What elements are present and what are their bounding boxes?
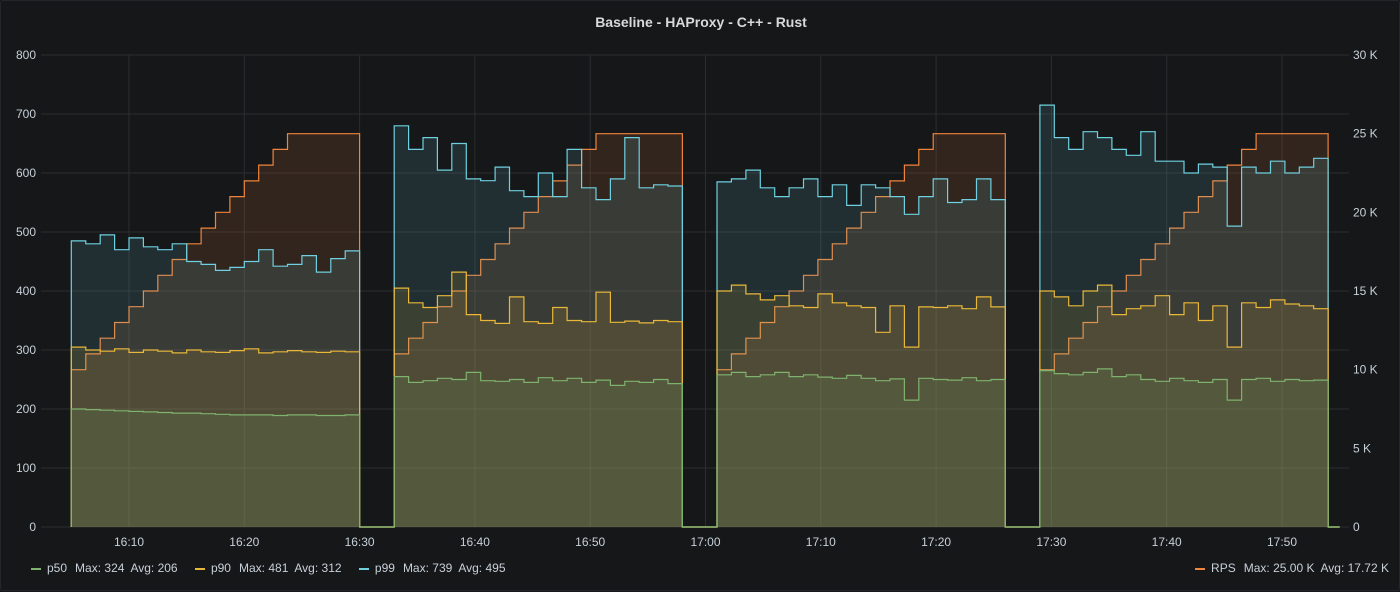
legend-avg-label: Avg:	[294, 561, 319, 575]
legend-max-value: 739	[432, 561, 453, 575]
chart-title: Baseline - HAProxy - C++ - Rust	[595, 14, 807, 30]
legend-avg-label: Avg:	[130, 561, 155, 575]
legend-max-value: 324	[104, 561, 125, 575]
y-axis-left-tick-label: 200	[16, 402, 36, 416]
y-axis-right-tick-label: 20 K	[1353, 205, 1378, 219]
legend-max-label: Max:	[238, 561, 265, 575]
legend-swatch-rps	[1195, 567, 1206, 570]
y-axis-left-tick-label: 800	[16, 48, 36, 62]
legend-max-label: Max:	[75, 561, 102, 575]
legend-avg-value: 312	[321, 561, 342, 575]
x-axis-tick-label: 16:40	[460, 535, 490, 549]
legend-series-name: p90	[210, 561, 231, 575]
series-area-rps	[71, 133, 1340, 527]
x-axis-tick-label: 16:10	[114, 535, 144, 549]
y-axis-left-tick-label: 300	[16, 343, 36, 357]
y-axis-left-tick-label: 100	[16, 461, 36, 475]
x-axis-tick-label: 17:20	[921, 535, 951, 549]
x-axis-tick-label: 17:40	[1152, 535, 1182, 549]
legend-avg-label: Avg:	[458, 561, 483, 575]
x-axis-tick-label: 17:00	[690, 535, 720, 549]
legend-right: RPS Max: 25.00 K Avg: 17.72 K	[1195, 561, 1389, 575]
legend-max-label: Max:	[402, 561, 429, 575]
x-axis-tick-label: 17:10	[806, 535, 836, 549]
x-axis-tick-label: 16:30	[345, 535, 375, 549]
y-axis-right-tick-label: 0	[1353, 520, 1360, 534]
y-axis-left-tick-label: 700	[16, 107, 36, 121]
y-axis-right-tick-label: 15 K	[1353, 284, 1378, 298]
legend-item-p99[interactable]: p99 Max: 739 Avg: 495	[358, 561, 506, 575]
y-axis-left-tick-label: 400	[16, 284, 36, 298]
y-axis-left-tick-label: 600	[16, 166, 36, 180]
legend-series-name: p99	[374, 561, 395, 575]
legend-item-p50[interactable]: p50 Max: 324 Avg: 206	[31, 561, 181, 575]
legend-avg-value: 17.72 K	[1347, 561, 1389, 575]
series-area-p99	[71, 105, 1340, 527]
y-axis-right-tick-label: 30 K	[1353, 48, 1378, 62]
y-axis-right-tick-label: 5 K	[1353, 441, 1371, 455]
legend-item-rps[interactable]: RPS Max: 25.00 K Avg: 17.72 K	[1195, 561, 1389, 575]
y-axis-left-tick-label: 0	[29, 520, 36, 534]
y-axis-right-tick-label: 25 K	[1353, 127, 1378, 141]
legend-swatch-p99	[358, 567, 369, 570]
x-axis-tick-label: 16:20	[229, 535, 259, 549]
legend-max-label: Max:	[1243, 561, 1270, 575]
x-axis-tick-label: 17:30	[1036, 535, 1066, 549]
y-axis-right-tick-label: 10 K	[1353, 363, 1378, 377]
legend-max-value: 25.00 K	[1273, 561, 1315, 575]
legend-avg-value: 206	[157, 561, 178, 575]
legend-swatch-p90	[194, 567, 205, 570]
legend-left: p50 Max: 324 Avg: 206 p90 Max: 481 Avg: 31…	[31, 561, 520, 575]
series-area-p50	[71, 368, 1340, 527]
series-area-p90	[71, 272, 1340, 527]
legend-avg-label: Avg:	[1320, 561, 1345, 575]
x-axis-tick-label: 17:50	[1267, 535, 1297, 549]
x-axis-tick-label: 16:50	[575, 535, 605, 549]
legend-avg-value: 495	[485, 561, 506, 575]
y-axis-left-tick-label: 500	[16, 225, 36, 239]
legend-series-name: RPS	[1211, 561, 1236, 575]
legend-item-p90[interactable]: p90 Max: 481 Avg: 312	[194, 561, 345, 575]
series-line-p50	[70, 368, 1340, 528]
legend-max-value: 481	[268, 561, 289, 575]
legend-series-name: p50	[47, 561, 68, 575]
legend-swatch-p50	[31, 567, 41, 570]
